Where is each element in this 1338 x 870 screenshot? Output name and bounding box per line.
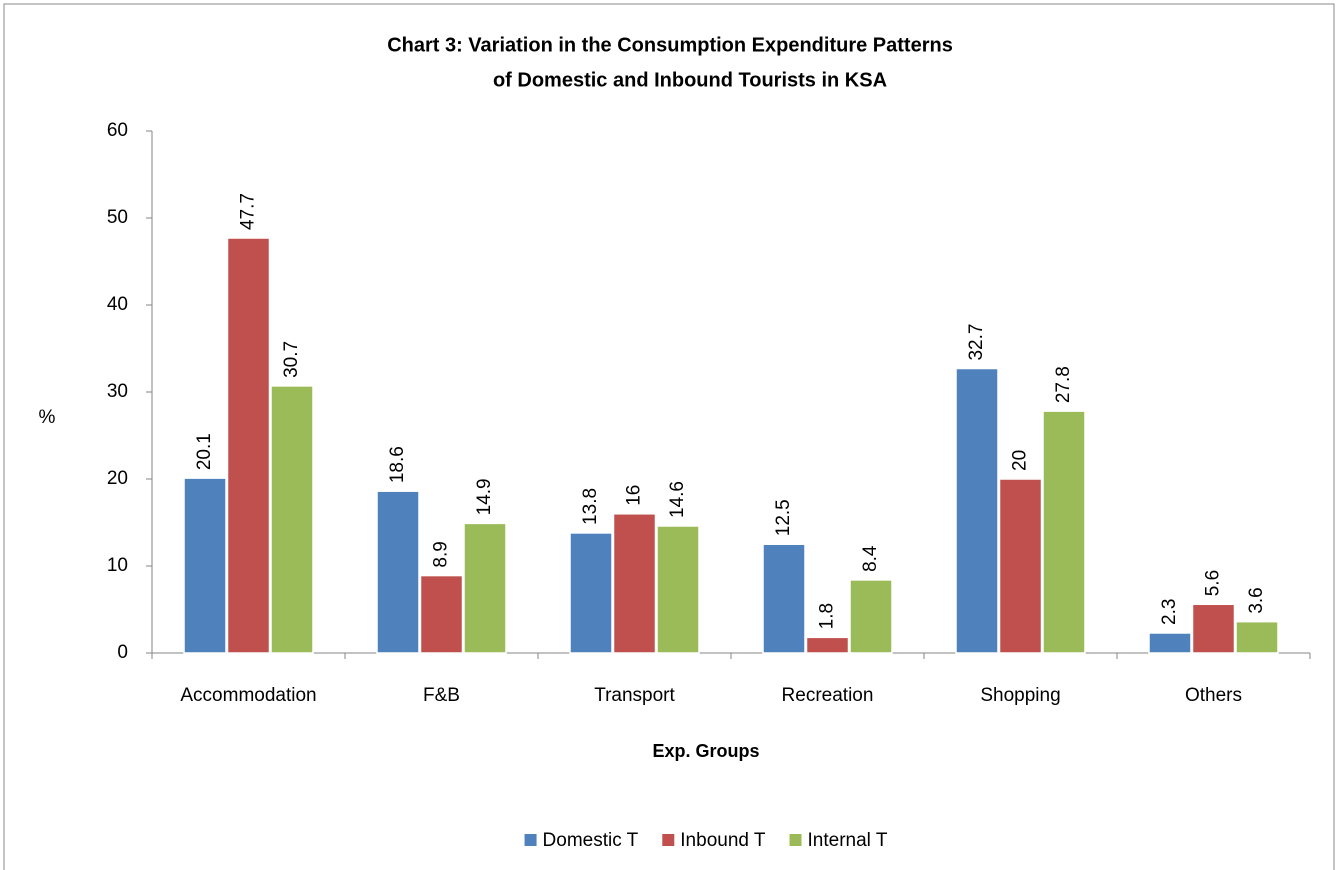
x-tick-label: Transport [594, 685, 675, 706]
legend-swatch [789, 834, 802, 846]
x-tick-label: F&B [423, 685, 460, 706]
bar [270, 385, 314, 654]
legend-swatch [524, 834, 537, 846]
y-tick-label: 50 [107, 207, 128, 228]
chart-border [3, 3, 1335, 870]
data-label: 16 [624, 485, 645, 506]
bar [463, 522, 507, 654]
data-label: 14.9 [474, 478, 495, 515]
bar [1042, 410, 1086, 654]
y-tick-label: 20 [107, 468, 128, 489]
data-label: 8.4 [860, 545, 881, 572]
bar [955, 367, 999, 654]
data-label: 3.6 [1246, 587, 1267, 613]
bar [569, 532, 613, 654]
y-tick-label: 60 [107, 120, 128, 141]
data-label: 14.6 [667, 481, 688, 518]
legend-label: Inbound T [680, 830, 766, 851]
bar [183, 477, 227, 654]
legend-label: Domestic T [543, 830, 639, 851]
chart-title: Chart 3: Variation in the Consumption Ex… [387, 34, 953, 56]
bar [1235, 620, 1279, 654]
data-label: 5.6 [1203, 570, 1224, 596]
data-label: 8.9 [431, 541, 452, 567]
chart-title: of Domestic and Inbound Tourists in KSA [493, 69, 887, 91]
y-tick-label: 40 [107, 294, 128, 315]
y-tick-label: 0 [117, 642, 128, 663]
bar [612, 513, 657, 654]
x-tick-label: Accommodation [180, 685, 316, 706]
y-tick-label: 10 [107, 555, 128, 576]
legend-label: Internal T [808, 830, 888, 851]
data-label: 30.7 [281, 341, 302, 378]
data-label: 20.1 [194, 433, 215, 470]
bar [226, 237, 271, 654]
y-axis-title: % [39, 407, 56, 428]
y-tick-label: 30 [107, 381, 128, 402]
x-axis-title: Exp. Groups [652, 741, 759, 761]
data-label: 47.7 [238, 193, 259, 230]
bar [998, 478, 1043, 654]
bar [1191, 603, 1236, 654]
x-tick-label: Recreation [782, 685, 874, 706]
bar [849, 579, 893, 654]
bar [419, 574, 464, 654]
data-label: 18.6 [387, 446, 408, 483]
data-label: 20 [1010, 450, 1031, 471]
data-label: 2.3 [1159, 599, 1180, 625]
legend-swatch [662, 834, 675, 846]
bar [1148, 632, 1192, 654]
x-tick-label: Shopping [980, 685, 1060, 706]
x-tick-label: Others [1185, 685, 1242, 706]
bar [656, 525, 700, 654]
bar [376, 490, 420, 654]
data-label: 32.7 [966, 324, 987, 361]
data-label: 27.8 [1053, 366, 1074, 403]
bar [805, 636, 850, 654]
data-label: 13.8 [580, 488, 601, 525]
data-label: 12.5 [773, 499, 794, 536]
bar [762, 543, 806, 654]
data-label: 1.8 [817, 603, 838, 629]
